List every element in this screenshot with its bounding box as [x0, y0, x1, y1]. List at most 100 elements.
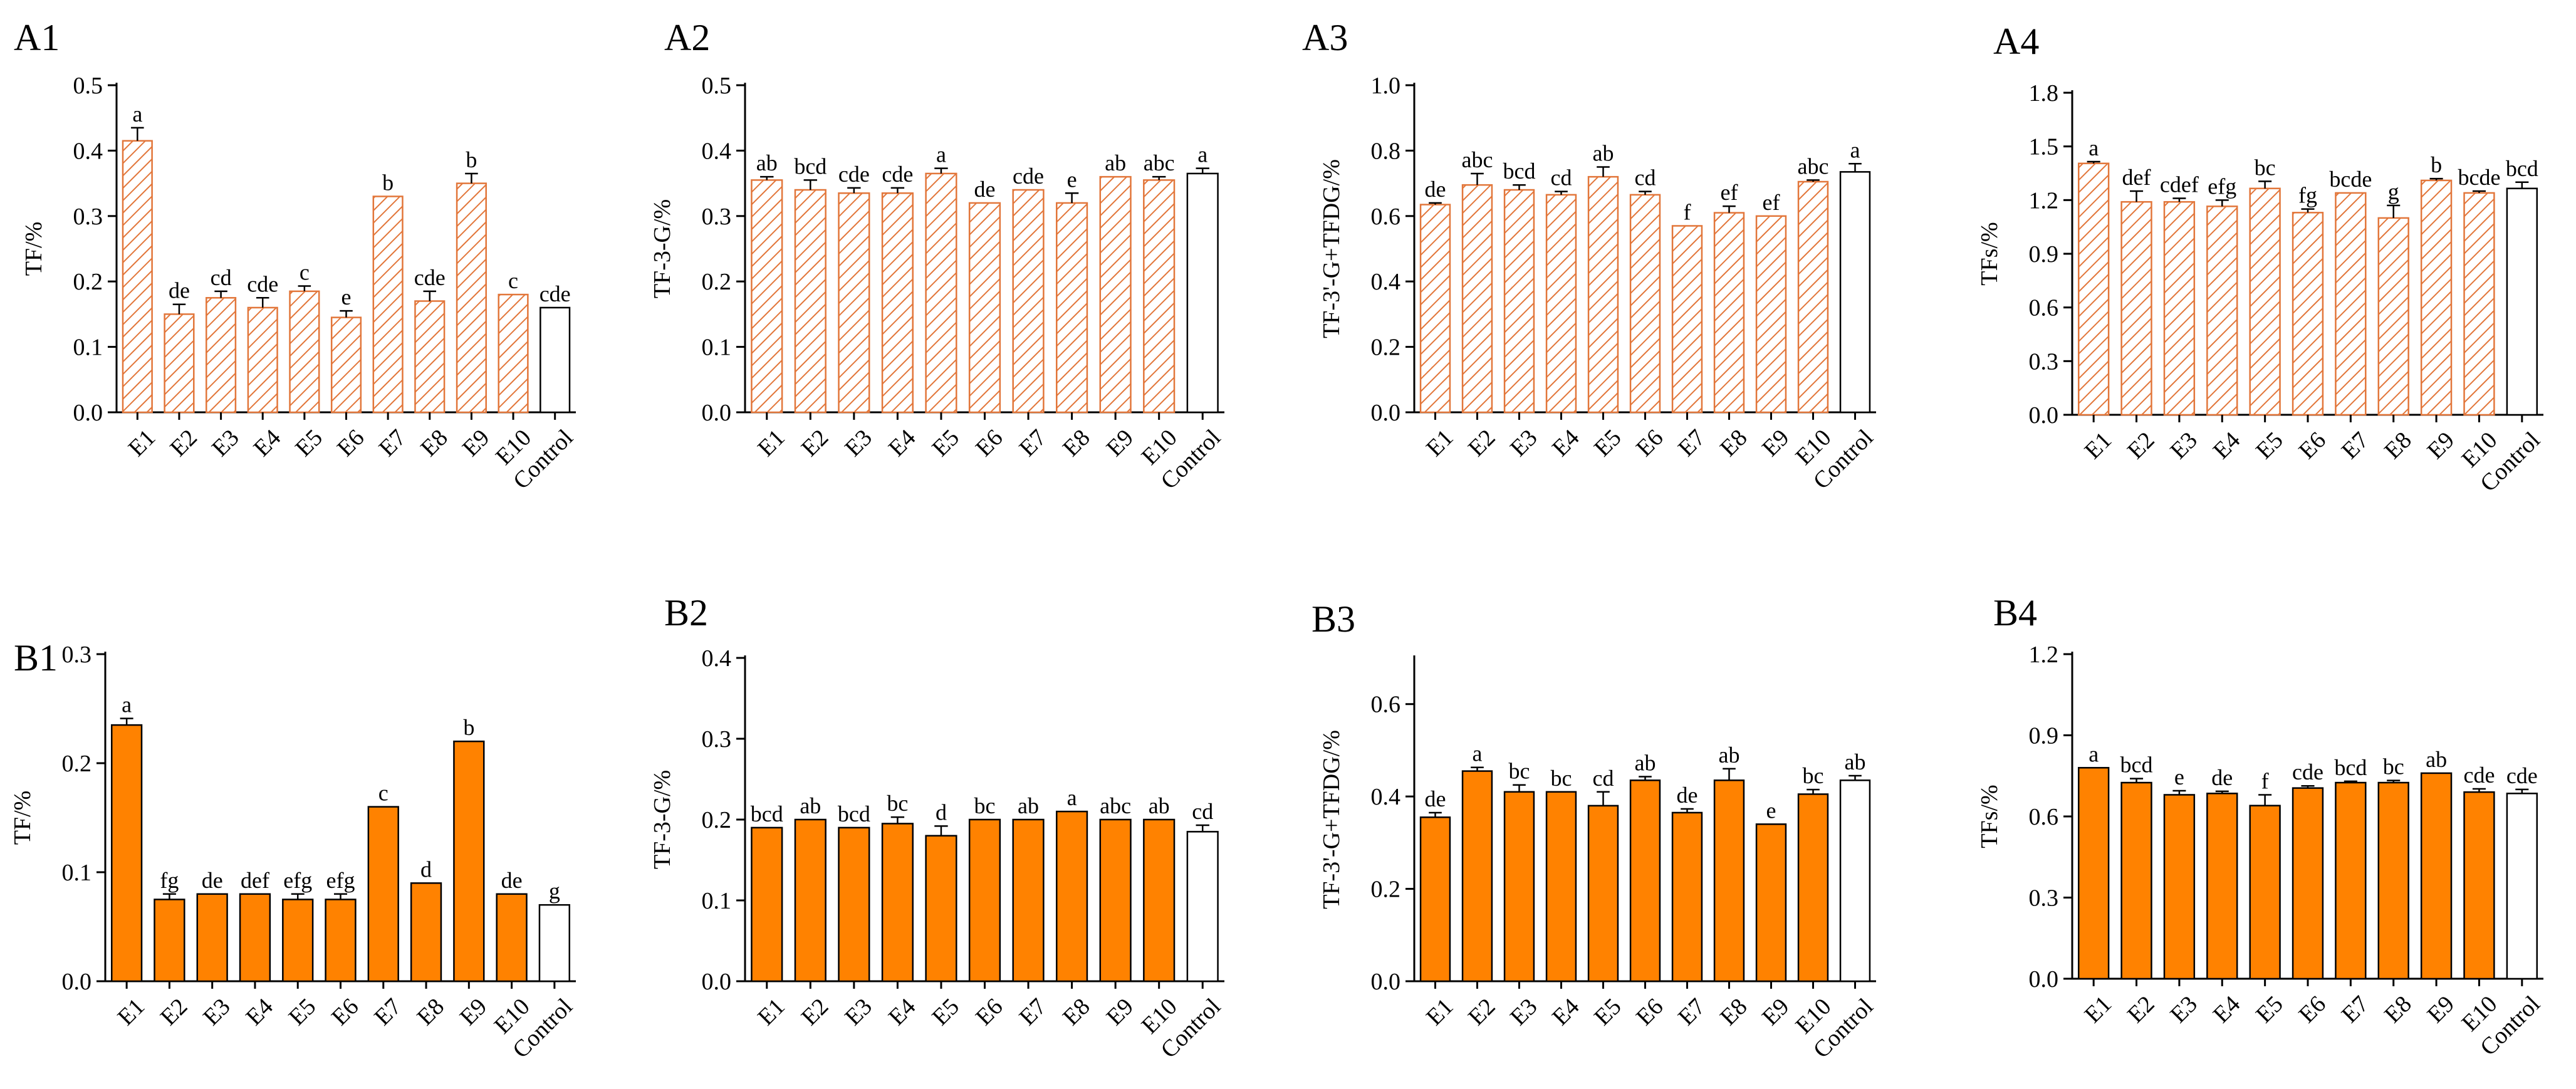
y-tick-label: 0.0: [702, 400, 732, 426]
bar-e10: [496, 893, 528, 982]
x-tick-label: E9: [455, 993, 493, 1031]
significance-label: a: [2088, 135, 2099, 160]
x-tick-label: E9: [2422, 427, 2460, 464]
x-tick-label: E8: [2379, 427, 2417, 464]
x-tick-label: E8: [412, 993, 450, 1031]
significance-label: ab: [1149, 793, 1170, 818]
y-tick-label: 0.0: [2029, 966, 2059, 993]
significance-label: fg: [2298, 183, 2317, 208]
x-tick-label: E3: [840, 424, 877, 462]
panel-label: B4: [1993, 592, 2037, 633]
significance-label: a: [1850, 137, 1860, 162]
bar-e5: [2249, 805, 2281, 980]
significance-label: bcd: [838, 801, 870, 826]
significance-label: b: [463, 715, 474, 740]
significance-label: b: [382, 170, 394, 195]
significance-label: a: [1067, 785, 1077, 810]
bar-e5: [1587, 805, 1619, 982]
panel-label: A2: [664, 17, 710, 58]
x-tick-label: E7: [374, 424, 412, 462]
bar-e4: [1545, 791, 1577, 982]
bar-e8: [1713, 212, 1745, 414]
bar-e4: [881, 192, 914, 414]
significance-label: de: [202, 868, 223, 893]
x-tick-label: E8: [1715, 424, 1753, 462]
bar-e1: [2078, 767, 2110, 980]
bar-e6: [330, 316, 362, 414]
significance-label: cde: [414, 265, 446, 290]
bar-e7: [1012, 818, 1045, 982]
y-tick-label: 0.4: [1371, 269, 1401, 295]
significance-label: de: [1677, 783, 1698, 808]
y-tick-label: 0.5: [702, 73, 732, 99]
y-tick-label: 0.3: [702, 204, 732, 230]
y-tick-label: 0.6: [2029, 804, 2059, 830]
significance-label: ef: [1721, 180, 1738, 205]
x-tick-label: E4: [2208, 991, 2246, 1028]
significance-label: bc: [1509, 759, 1530, 784]
bar-e1: [2078, 162, 2110, 416]
panel-label: A1: [14, 17, 60, 58]
bar-e5: [2249, 187, 2281, 416]
x-tick-label: E2: [2122, 427, 2160, 464]
chart-panel-a3: A30.00.20.40.60.81.0TF-3'-G+TFDG/% deE1ab…: [1302, 17, 1879, 494]
x-tick-label: E8: [415, 424, 453, 462]
significance-label: efg: [2208, 174, 2236, 199]
y-axis-title: TF-3-G/%: [649, 199, 675, 298]
x-tick-label: E9: [1757, 424, 1795, 462]
bar-e6: [1629, 779, 1661, 982]
y-tick-label: 0.4: [1371, 784, 1401, 810]
x-tick-label: E6: [1631, 424, 1669, 462]
significance-label: g: [549, 878, 560, 904]
x-tick-label: E7: [1673, 993, 1711, 1031]
x-tick-label: E6: [332, 424, 370, 462]
significance-label: a: [2088, 741, 2099, 766]
significance-label: bcd: [2120, 753, 2153, 778]
bar-e4: [239, 893, 271, 982]
significance-label: bcd: [794, 154, 827, 179]
bar-e9: [1755, 215, 1787, 414]
x-tick-label: E4: [249, 424, 286, 462]
bar-e5: [282, 899, 314, 982]
significance-label: ef: [1763, 190, 1780, 215]
x-tick-label: E1: [113, 993, 150, 1031]
x-tick-label: E3: [840, 993, 877, 1031]
significance-label: def: [241, 868, 269, 893]
bar-e10: [498, 293, 529, 414]
y-tick-label: 0.0: [2029, 402, 2059, 429]
x-tick-label: E1: [1421, 993, 1459, 1031]
x-tick-label: E5: [2251, 991, 2288, 1028]
bar-control: [538, 904, 571, 982]
x-tick-label: E6: [971, 424, 1008, 462]
y-tick-label: 0.2: [73, 269, 103, 295]
bar-e7: [2335, 192, 2367, 416]
x-tick-label: E7: [1014, 424, 1052, 462]
bar-e6: [325, 899, 357, 982]
significance-label: ab: [1018, 793, 1039, 818]
bar-e10: [1143, 818, 1176, 982]
y-axis-title: TF/%: [21, 222, 47, 276]
y-tick-label: 0.6: [1371, 204, 1401, 230]
bar-e7: [1671, 811, 1703, 982]
y-tick-label: 0.1: [702, 888, 732, 914]
x-tick-label: E3: [1505, 993, 1543, 1031]
x-tick-label: E9: [457, 424, 495, 462]
y-tick-label: 0.4: [702, 645, 732, 672]
bar-e3: [196, 893, 228, 982]
bar-e10: [2463, 791, 2495, 980]
significance-label: cdef: [2160, 172, 2199, 197]
bar-e5: [925, 835, 957, 982]
x-tick-label: E2: [2122, 991, 2160, 1028]
significance-label: ab: [1719, 742, 1740, 768]
bar-e7: [372, 195, 404, 414]
y-tick-label: 0.1: [62, 860, 92, 886]
bar-e10: [1143, 179, 1176, 414]
significance-label: bcd: [2334, 755, 2367, 780]
x-tick-label: E1: [2080, 991, 2117, 1028]
y-axis-title: TFs/%: [1976, 784, 2003, 848]
bar-e10: [1797, 180, 1829, 414]
significance-label: c: [508, 268, 518, 293]
x-tick-label: E9: [1757, 993, 1795, 1031]
bar-e2: [2120, 201, 2152, 416]
bar-e8: [2377, 781, 2409, 980]
